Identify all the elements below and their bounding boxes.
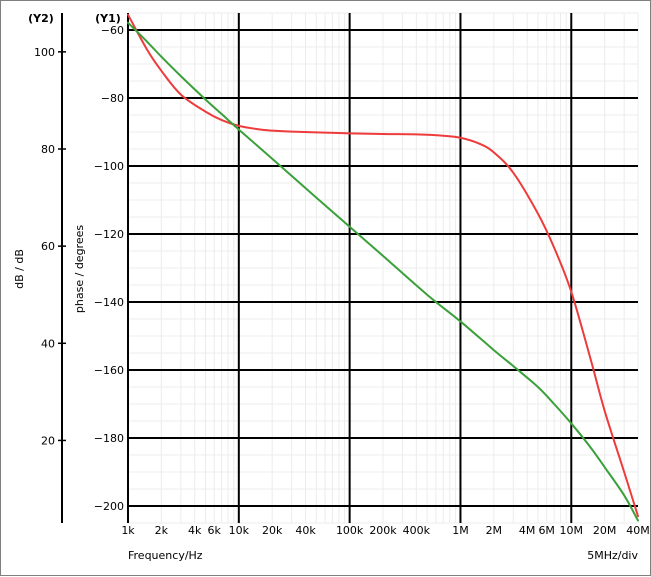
x-tick-label: 6M [538, 524, 555, 537]
y1-tick-label: −180 [94, 432, 124, 445]
y2-tick-group: 100 80 60 40 20 [34, 46, 66, 447]
y2-tick-label: 20 [41, 434, 55, 447]
axes [61, 13, 129, 523]
y1-axis-title: phase / degrees [73, 225, 86, 313]
y2-axis-marker: (Y2) [28, 12, 54, 25]
x-tick-label: 40M [626, 524, 650, 537]
x-tick-label: 20k [262, 524, 283, 537]
x-tick-label: 4k [188, 524, 202, 537]
y1-tick-label: −120 [94, 228, 124, 241]
x-tick-label: 20M [593, 524, 617, 537]
x-tick-label: 4M [519, 524, 536, 537]
x-tick-label: 10M [560, 524, 584, 537]
gain-series-line [127, 21, 639, 522]
y2-axis-title: dB / dB [13, 249, 26, 289]
x-axis-title: Frequency/Hz [128, 549, 203, 562]
y1-tick-label: −200 [94, 500, 124, 513]
y1-tick-group: −60 −80 −100 −120 −140 −160 −180 −200 [94, 24, 124, 513]
x-division-note: 5MHz/div [587, 549, 638, 562]
x-tick-label: 1k [121, 524, 135, 537]
x-tick-label: 100k [336, 524, 364, 537]
y2-tick-label: 40 [41, 337, 55, 350]
x-tick-group: 1k 2k 4k 6k 10k 20k 40k 100k 200k 400k 1M 2M 4M 6M 10M… [121, 524, 649, 537]
y1-tick-label: −140 [94, 296, 124, 309]
x-tick-label: 200k [369, 524, 397, 537]
phase-series-line [127, 13, 639, 518]
x-tick-label: 10k [229, 524, 250, 537]
y1-axis-marker: (Y1) [95, 12, 121, 25]
y1-tick-label: −160 [94, 364, 124, 377]
y1-tick-label: −100 [94, 160, 124, 173]
x-tick-label: 2k [155, 524, 169, 537]
x-tick-label: 6k [208, 524, 222, 537]
y2-tick-label: 60 [41, 240, 55, 253]
x-tick-label: 400k [403, 524, 431, 537]
y1-tick-label: −60 [101, 24, 124, 37]
x-tick-label: 1M [452, 524, 469, 537]
y2-tick-label: 100 [34, 46, 55, 59]
y1-tick-label: −80 [101, 92, 124, 105]
minor-grid [127, 12, 639, 524]
x-tick-label: 2M [486, 524, 503, 537]
x-tick-label: 40k [295, 524, 316, 537]
y2-tick-label: 80 [41, 143, 55, 156]
series-layer [127, 13, 639, 522]
